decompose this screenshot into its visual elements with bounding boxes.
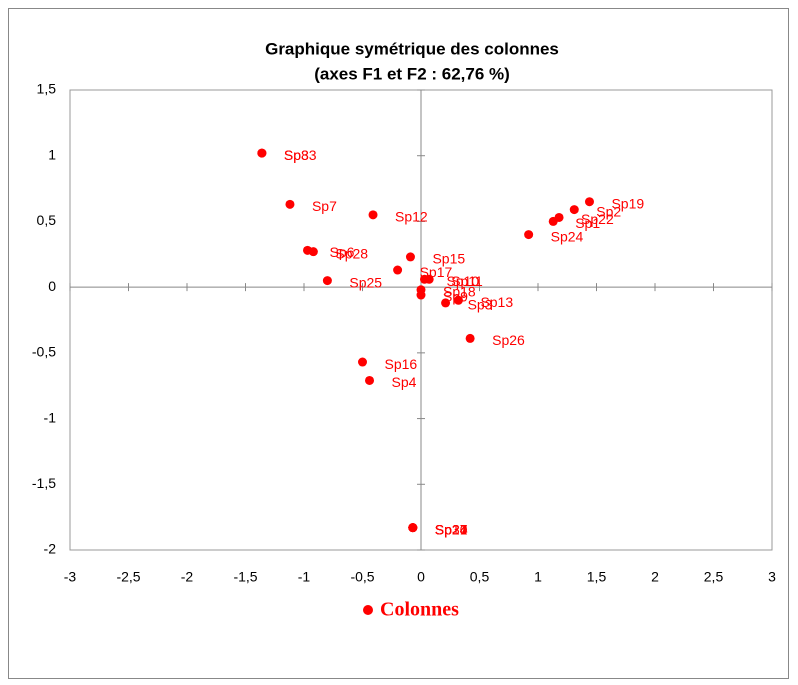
point: [393, 265, 403, 275]
point-label: Sp27: [435, 521, 468, 537]
point: [465, 333, 475, 343]
point: [368, 210, 378, 220]
point-label: Sp2: [596, 203, 621, 219]
point-label: Sp8: [284, 147, 309, 163]
chart-title: Graphique symétrique des colonnes: [265, 39, 559, 58]
point: [365, 375, 375, 385]
point-label: Sp28: [335, 245, 368, 261]
legend-label: Colonnes: [380, 599, 459, 621]
point: [322, 276, 332, 286]
point-label: Sp26: [492, 332, 525, 348]
x-tick-label: 1,5: [587, 569, 607, 585]
point-label: Sp21: [435, 521, 468, 537]
point-label: Sp19: [611, 195, 644, 211]
point-label: Sp33: [284, 147, 317, 163]
point: [257, 148, 267, 158]
x-tick-label: 2: [651, 569, 659, 585]
point-label: Sp14: [435, 521, 468, 537]
point-label: Sp24: [551, 228, 584, 244]
y-tick-label: 0: [48, 278, 56, 294]
point: [424, 274, 434, 284]
point: [441, 298, 451, 308]
point: [358, 357, 367, 367]
point: [408, 523, 418, 533]
legend-marker: [363, 605, 373, 615]
point-label: Sp7: [312, 198, 337, 214]
x-tick-label: -1: [298, 569, 311, 585]
point: [554, 212, 564, 222]
y-tick-label: -0,5: [32, 344, 56, 360]
x-tick-label: 1: [534, 569, 542, 585]
point: [453, 295, 463, 305]
point-label: Sp3: [468, 297, 493, 313]
point-label: Sp6: [330, 244, 355, 260]
point: [416, 290, 426, 300]
y-tick-label: -2: [44, 541, 57, 557]
point-label: Sp25: [349, 274, 382, 290]
y-tick-label: 1,5: [37, 81, 57, 97]
point-label: Sp20: [435, 521, 468, 537]
y-tick-label: 1: [48, 146, 56, 162]
chart-frame: [8, 8, 789, 679]
point: [569, 205, 579, 215]
point-label: Sp15: [432, 251, 465, 267]
y-tick-label: 0,5: [37, 212, 57, 228]
x-tick-label: 3: [768, 569, 776, 585]
x-tick-label: -2,5: [116, 569, 140, 585]
point: [405, 252, 415, 262]
point-label: Sp18: [443, 283, 476, 299]
x-tick-label: -1,5: [233, 569, 257, 585]
y-tick-label: -1,5: [32, 475, 56, 491]
x-tick-label: -3: [64, 569, 77, 585]
x-tick-label: 0: [417, 569, 425, 585]
x-tick-label: 2,5: [704, 569, 724, 585]
x-tick-label: 0,5: [470, 569, 490, 585]
point: [524, 230, 534, 240]
point-label: Sp4: [392, 374, 417, 390]
chart-subtitle: (axes F1 et F2 : 62,76 %): [314, 64, 510, 83]
y-tick-label: -1: [44, 409, 57, 425]
point-label: Sp1: [575, 215, 600, 231]
point: [584, 197, 594, 207]
point-label: Sp34: [435, 521, 468, 537]
point-label: Sp16: [385, 356, 418, 372]
point-label: Sp22: [581, 211, 614, 227]
x-tick-label: -2: [181, 569, 194, 585]
point: [308, 247, 318, 257]
point-label: Sp12: [395, 209, 428, 225]
point-label: Sp13: [480, 294, 513, 310]
point-label: Sp11: [451, 273, 483, 289]
x-tick-label: -0,5: [350, 569, 374, 585]
point-label: Sp10: [447, 273, 480, 289]
point: [285, 199, 295, 209]
